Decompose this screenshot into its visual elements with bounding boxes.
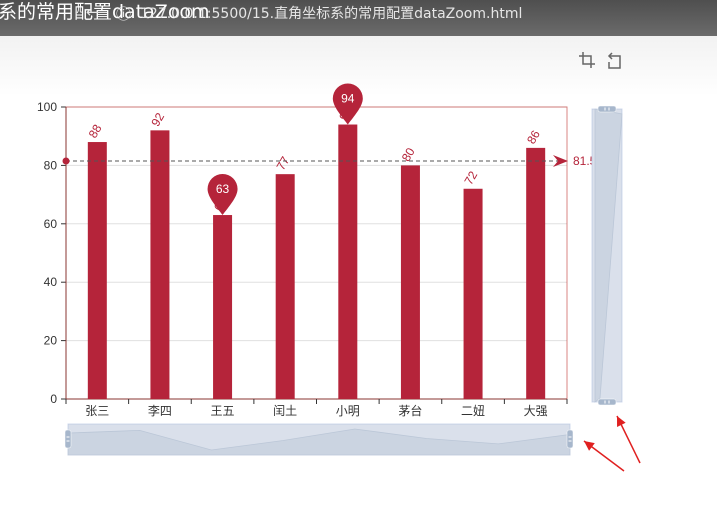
page-title: 系的常用配置dataZoom [0, 1, 210, 23]
bar[interactable] [526, 147, 546, 399]
y-slider-top-handle[interactable] [597, 105, 617, 113]
browser-bar: 系的常用配置dataZoom ⟵ ⓘ 127.0.0.1:5500/15.直角坐… [0, 0, 717, 36]
x-slider-right-handle[interactable] [566, 429, 574, 449]
x-slider-left-handle[interactable] [64, 429, 72, 449]
annotation-arrow-y-slider-head [617, 416, 626, 427]
y-tick-label: 100 [37, 100, 57, 114]
x-tick-label: 闰土 [273, 404, 297, 418]
y-slider-filler[interactable] [592, 109, 622, 402]
x-tick-label: 茅台 [398, 403, 422, 418]
x-tick-label: 李四 [148, 403, 172, 418]
x-tick-label: 张三 [85, 404, 109, 418]
bar-value-label: 72 [462, 168, 481, 187]
bar[interactable] [275, 174, 295, 399]
y-datazoom-slider[interactable] [591, 105, 623, 406]
bar-value-label: 92 [148, 110, 167, 129]
info-icon[interactable]: ⓘ [116, 6, 132, 23]
y-tick-label: 80 [44, 158, 58, 172]
bar-value-label: 77 [274, 154, 293, 173]
bar[interactable] [213, 215, 233, 399]
annotation-arrow-x-slider-head [584, 441, 595, 451]
x-datazoom-slider[interactable] [64, 423, 574, 456]
mark-line-start-symbol [62, 157, 70, 165]
mark-line-arrow [553, 155, 568, 168]
y-tick-label: 60 [44, 217, 58, 231]
x-tick-label: 二妞 [461, 404, 485, 418]
bar[interactable] [338, 124, 358, 400]
x-tick-label: 王五 [211, 404, 235, 418]
y-tick-label: 40 [44, 275, 58, 289]
back-icon[interactable]: ⟵ [86, 4, 108, 21]
address-bar-url[interactable]: 127.0.0.1:5500/15.直角坐标系的常用配置dataZoom.htm… [140, 6, 523, 22]
max-mark-point-pin[interactable] [332, 83, 363, 125]
y-slider-data-shadow [594, 108, 623, 403]
toolbox [579, 52, 621, 69]
zoom-select-frame [65, 106, 568, 400]
x-slider-filler[interactable] [68, 424, 570, 455]
bar[interactable] [87, 142, 107, 400]
annotation-arrows [583, 415, 641, 472]
bar[interactable] [150, 130, 170, 400]
max-mark-point-pin-label: 94 [341, 92, 355, 106]
min-mark-point-pin[interactable] [207, 174, 238, 216]
y-tick-label: 20 [44, 334, 58, 348]
bar[interactable] [463, 188, 483, 399]
x-tick-label: 大强 [524, 404, 548, 418]
bar[interactable] [400, 165, 420, 399]
bar-value-label: 86 [524, 128, 543, 147]
x-tick-label: 小明 [336, 404, 360, 418]
bar-value-label: 88 [86, 122, 105, 141]
plot-area: 0 20 40 60 80 100 张三 李四 王五 闰土 小明 茅台 二妞 大强 88 92 63 77 94 80… [37, 83, 597, 418]
y-tick-label: 0 [50, 392, 57, 406]
min-mark-point-pin-label: 63 [216, 182, 230, 196]
mark-line-label: 81.5 [573, 154, 597, 168]
data-zoom-icon[interactable] [579, 52, 595, 68]
bar-value-label: 80 [399, 145, 418, 164]
zoom-reset-icon[interactable] [607, 52, 621, 69]
y-slider-bottom-handle[interactable] [597, 398, 617, 406]
